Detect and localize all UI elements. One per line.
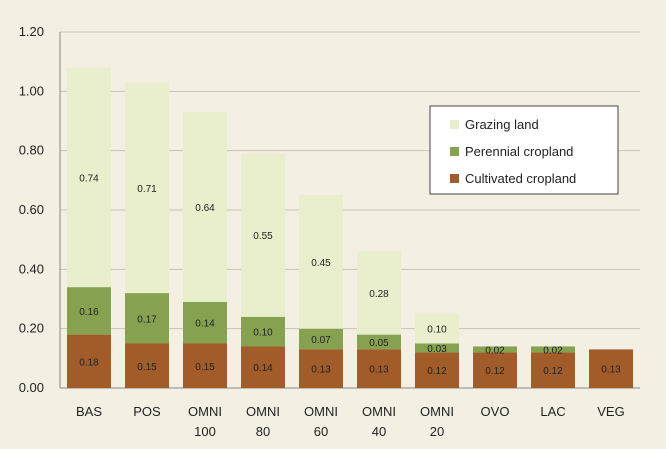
bar-segment (241, 316, 285, 347)
bar-segment (473, 346, 517, 353)
y-tick-label: 0.60 (19, 202, 44, 217)
x-tick-label: BAS (76, 404, 102, 419)
data-label: 0.03 (427, 344, 447, 355)
bar-segment (589, 349, 633, 388)
bar-segment (67, 334, 111, 388)
x-tick-label: LAC (540, 404, 565, 419)
x-tick-label: 40 (372, 424, 386, 439)
y-tick-label: 0.20 (19, 321, 44, 336)
data-label: 0.16 (79, 307, 99, 318)
bar-segment (183, 112, 227, 302)
bar-segment (241, 153, 285, 317)
bar-segment (299, 349, 343, 388)
legend: Grazing land Perennial cropland Cultivated… (429, 105, 619, 195)
bar-segment (183, 343, 227, 388)
y-tick-label: 0.80 (19, 143, 44, 158)
bar-segment (67, 67, 111, 288)
x-tick-label: VEG (597, 404, 624, 419)
data-label: 0.28 (369, 289, 389, 300)
data-label: 0.02 (543, 345, 563, 356)
x-tick-label: OMNI (304, 404, 338, 419)
y-tick-label: 0.40 (19, 261, 44, 276)
legend-swatch (450, 147, 459, 156)
data-label: 0.74 (79, 173, 99, 184)
bar-segment (357, 251, 401, 335)
bar-segment (125, 82, 169, 294)
data-label: 0.12 (485, 366, 505, 377)
data-label: 0.13 (311, 365, 331, 376)
x-tick-label: OMNI (188, 404, 222, 419)
bar-segment (415, 343, 459, 353)
legend-swatch (450, 120, 459, 129)
legend-label: Grazing land (465, 117, 539, 132)
x-tick-label: 20 (430, 424, 444, 439)
bar-segment (357, 334, 401, 350)
x-tick-label: POS (133, 404, 161, 419)
x-tick-label: OMNI (362, 404, 396, 419)
data-label: 0.15 (137, 362, 157, 373)
data-label: 0.55 (253, 231, 273, 242)
bars (67, 67, 633, 388)
data-label: 0.12 (427, 366, 447, 377)
bar-segment (531, 352, 575, 388)
x-tick-label: 100 (194, 424, 216, 439)
bar-segment (299, 328, 343, 350)
data-label: 0.14 (195, 319, 215, 330)
bar-segment (357, 349, 401, 388)
data-label: 0.14 (253, 363, 273, 374)
bar-segment (183, 301, 227, 344)
x-tick-label: OVO (481, 404, 510, 419)
legend-label: Cultivated cropland (465, 171, 576, 186)
data-label: 0.12 (543, 366, 563, 377)
data-label: 0.05 (369, 338, 389, 349)
data-label: 0.45 (311, 258, 331, 269)
data-label: 0.02 (485, 345, 505, 356)
bar-segment (241, 346, 285, 388)
x-tick-label: OMNI (246, 404, 280, 419)
legend-label: Perennial cropland (465, 144, 573, 159)
data-label: 0.13 (601, 365, 621, 376)
data-label: 0.07 (311, 335, 331, 346)
data-label: 0.13 (369, 365, 389, 376)
y-tick-label: 1.00 (19, 83, 44, 98)
y-tick-label: 0.00 (19, 380, 44, 395)
x-tick-label: 80 (256, 424, 270, 439)
bar-segment (125, 293, 169, 344)
y-tick-label: 1.20 (19, 24, 44, 39)
data-label: 0.10 (253, 328, 273, 339)
x-tick-label: 60 (314, 424, 328, 439)
data-label: 0.17 (137, 314, 157, 325)
bar-segment (299, 195, 343, 329)
data-label: 0.64 (195, 203, 215, 214)
data-label: 0.18 (79, 357, 99, 368)
data-label: 0.15 (195, 362, 215, 373)
bar-segment (67, 287, 111, 335)
data-labels: 0.18 0.16 0.74 0.15 0.17 0.71 0.15 0.14 0.64 0.14… (79, 173, 621, 377)
data-label: 0.71 (137, 184, 157, 195)
x-tick-label: OMNI (420, 404, 454, 419)
bar-segment (473, 352, 517, 388)
bar-segment (415, 313, 459, 344)
axes: 0.00 0.20 0.40 0.60 0.80 1.00 1.20 BAS POS OMNI 10… (19, 24, 640, 439)
bar-segment (531, 346, 575, 353)
legend-swatch (450, 174, 459, 183)
legend-box (429, 105, 619, 195)
data-label: 0.10 (427, 325, 447, 336)
bar-segment (125, 343, 169, 388)
bar-segment (415, 352, 459, 388)
